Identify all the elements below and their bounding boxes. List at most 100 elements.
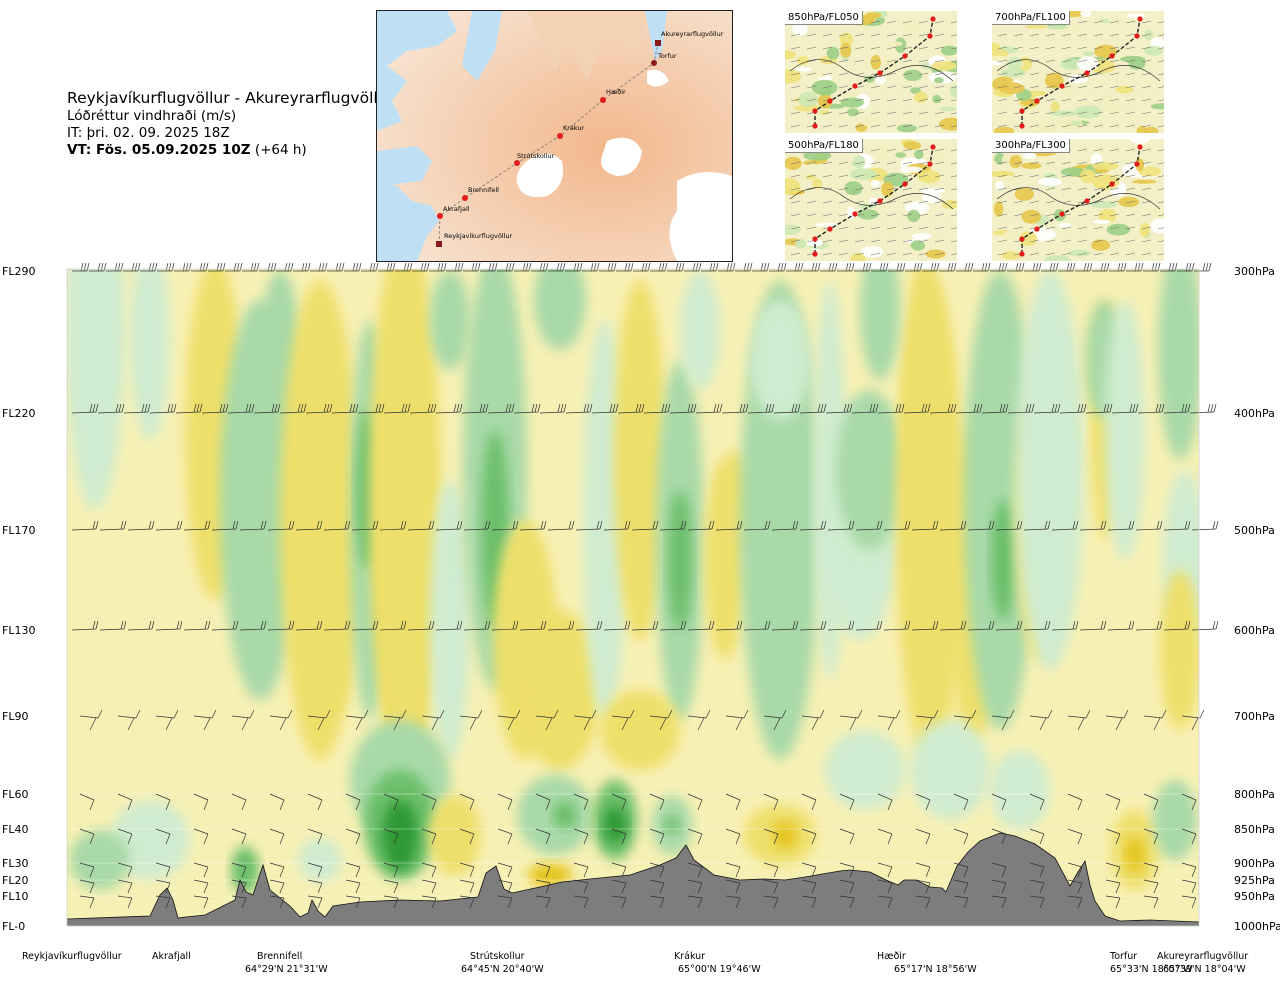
thumb-barb bbox=[790, 200, 801, 204]
thumb-barb bbox=[838, 187, 849, 191]
thumb-field-cell bbox=[995, 181, 1005, 191]
thumb-barb bbox=[1045, 33, 1056, 37]
wind-barb bbox=[1181, 793, 1197, 811]
wind-barb bbox=[1029, 862, 1045, 878]
thumb-barb bbox=[1061, 59, 1072, 63]
wind-barb bbox=[547, 620, 575, 631]
thumb-barb bbox=[790, 111, 801, 115]
thumbnail-500hpa[interactable]: 500hPa/FL180 bbox=[785, 139, 957, 261]
thumb-barb bbox=[886, 20, 897, 24]
wind-barb bbox=[383, 793, 399, 811]
wind-barb bbox=[535, 879, 551, 894]
thumb-field-cell bbox=[1001, 175, 1017, 183]
wind-barb bbox=[573, 709, 597, 731]
wind-barb bbox=[463, 520, 491, 531]
thumb-barb bbox=[1125, 161, 1136, 165]
thumb-barb bbox=[1045, 85, 1056, 89]
velocity-cell bbox=[903, 269, 947, 590]
thumb-barb bbox=[997, 72, 1008, 76]
wind-barb bbox=[687, 828, 703, 845]
hpa-tick-label: 850hPa bbox=[1234, 823, 1275, 836]
thumb-barb bbox=[1141, 111, 1152, 115]
wind-barb bbox=[922, 262, 940, 272]
wind-barb bbox=[763, 862, 779, 878]
thumb-barb bbox=[870, 111, 881, 115]
thumb-field-cell bbox=[1139, 222, 1150, 237]
wind-barb bbox=[1067, 862, 1083, 878]
hpa-tick-label: 400hPa bbox=[1234, 407, 1275, 420]
thumbnail-700hpa[interactable]: 700hPa/FL100 bbox=[992, 11, 1164, 133]
wind-barb bbox=[883, 620, 911, 631]
wind-barb bbox=[877, 403, 905, 414]
thumb-barb bbox=[806, 174, 817, 178]
thumb-field-cell bbox=[847, 206, 856, 220]
wind-barb bbox=[99, 520, 127, 531]
wind-barb bbox=[259, 262, 277, 272]
thumb-barb bbox=[1141, 20, 1152, 24]
thumb-waypoint bbox=[1059, 83, 1065, 89]
thumb-barb bbox=[997, 124, 1008, 128]
wind-barb bbox=[763, 828, 779, 845]
wind-barb bbox=[1181, 895, 1197, 909]
thumb-barb bbox=[1109, 46, 1120, 50]
thumb-barb bbox=[902, 161, 913, 165]
wind-barb bbox=[1135, 520, 1163, 531]
wind-barb bbox=[412, 262, 430, 272]
velocity-cell bbox=[614, 280, 666, 640]
wind-barb bbox=[463, 262, 481, 272]
wind-barb bbox=[276, 262, 294, 272]
thumbnail-850hpa[interactable]: 850hPa/FL050 bbox=[785, 11, 957, 133]
wind-barb bbox=[611, 862, 627, 878]
wind-barb bbox=[839, 879, 855, 894]
thumb-barb bbox=[870, 20, 881, 24]
wind-barb bbox=[513, 403, 541, 414]
thumb-barb bbox=[1061, 200, 1072, 204]
thumb-barb bbox=[806, 213, 817, 217]
thumb-route bbox=[814, 18, 934, 126]
velocity-cell bbox=[430, 270, 470, 370]
thumb-field-cell bbox=[1143, 126, 1159, 133]
route-title: Reykjavíkurflugvöllur - Akureyrarflugvöl… bbox=[67, 89, 394, 107]
thumb-field-cell bbox=[939, 106, 956, 112]
valid-time-lead: (+64 h) bbox=[254, 142, 307, 158]
thumb-barb bbox=[1045, 226, 1056, 230]
thumb-barb bbox=[997, 200, 1008, 204]
wind-barb bbox=[1075, 262, 1093, 272]
thumb-barb bbox=[806, 161, 817, 165]
thumb-barb bbox=[790, 252, 801, 256]
velocity-cell bbox=[600, 690, 680, 770]
wind-barb bbox=[611, 879, 627, 894]
fl-tick-label: FL40 bbox=[2, 823, 28, 836]
thumb-barb bbox=[870, 98, 881, 102]
wind-barb bbox=[939, 620, 967, 631]
wind-barb bbox=[643, 403, 671, 414]
velocity-cell bbox=[603, 807, 627, 843]
thumb-barb bbox=[790, 226, 801, 230]
thumb-barb bbox=[1013, 174, 1024, 178]
thumb-barb bbox=[1061, 98, 1072, 102]
wind-barb bbox=[1029, 793, 1045, 811]
wind-barb bbox=[183, 520, 211, 531]
thumb-barb bbox=[1157, 86, 1164, 89]
thumb-barb bbox=[854, 239, 865, 243]
thumb-barb bbox=[950, 162, 957, 165]
thumb-field-cell bbox=[1050, 101, 1060, 113]
thumbnail-300hpa[interactable]: 300hPa/FL300 bbox=[992, 139, 1164, 261]
wind-barb bbox=[446, 262, 464, 272]
wind-barb bbox=[915, 862, 931, 878]
thumb-field-cell bbox=[1022, 152, 1037, 159]
wind-barb bbox=[631, 520, 659, 531]
wind-barb bbox=[763, 793, 779, 811]
wind-barb bbox=[497, 793, 513, 811]
thumb-field-cell bbox=[940, 45, 957, 56]
thumb-barb bbox=[854, 200, 865, 204]
hpa-tick-label: 925hPa bbox=[1234, 874, 1275, 887]
thumb-barb bbox=[1045, 187, 1056, 191]
thumb-barb bbox=[1013, 85, 1024, 89]
thumb-barb bbox=[902, 124, 913, 128]
wind-barb bbox=[183, 620, 211, 631]
fl-tick-label: FL170 bbox=[2, 524, 35, 537]
wind-barb bbox=[497, 262, 515, 272]
thumbnail-label: 500hPa/FL180 bbox=[785, 139, 863, 153]
thumb-field-cell bbox=[998, 82, 1025, 95]
